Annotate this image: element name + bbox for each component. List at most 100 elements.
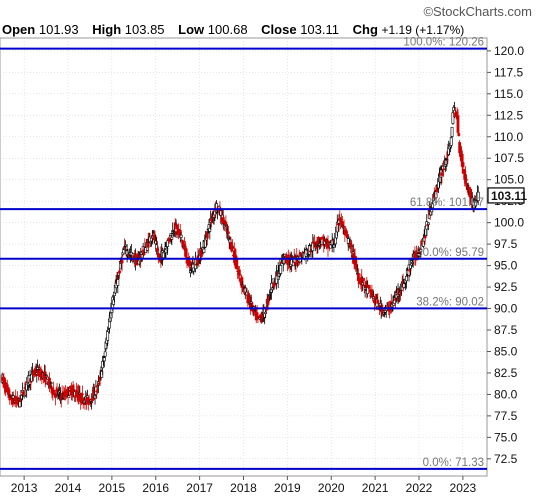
candle-body bbox=[431, 203, 435, 209]
y-tick-label: 117.5 bbox=[494, 65, 523, 79]
candle-body bbox=[11, 395, 15, 399]
candle-body bbox=[102, 357, 106, 362]
fib-label: 38.2%: 90.02 bbox=[416, 296, 484, 308]
candle-body bbox=[450, 127, 454, 137]
stockcharts-watermark: ©StockCharts.com bbox=[423, 4, 532, 19]
candle-body bbox=[226, 231, 230, 234]
y-tick-label: 112.5 bbox=[494, 108, 523, 122]
candle-body bbox=[350, 244, 354, 247]
candle-body bbox=[48, 377, 51, 386]
x-tick-label: 2015 bbox=[99, 481, 126, 495]
candle-body bbox=[55, 388, 59, 392]
candle-body bbox=[124, 244, 127, 247]
candle-body bbox=[202, 248, 206, 253]
candle-body bbox=[221, 217, 225, 224]
candle-body bbox=[419, 249, 423, 252]
candle-body bbox=[205, 231, 209, 239]
chg-value: +1.19 (+1.17%) bbox=[381, 23, 465, 37]
y-tick-label: 82.5 bbox=[494, 366, 518, 380]
close-label: Close bbox=[261, 22, 297, 37]
fib-label: 50.0%: 95.79 bbox=[416, 247, 484, 259]
y-tick-label: 80.0 bbox=[494, 387, 518, 401]
x-tick-label: 2023 bbox=[450, 481, 477, 495]
candle-body bbox=[308, 250, 312, 253]
candle-body bbox=[405, 275, 408, 282]
candle-body bbox=[342, 226, 346, 228]
x-tick-label: 2020 bbox=[318, 481, 345, 495]
candle-body bbox=[427, 222, 430, 225]
candle-body bbox=[44, 374, 48, 376]
candle-body bbox=[249, 301, 253, 304]
ohlc-header: Open 101.93 High 103.85 Low 100.68 Close… bbox=[2, 22, 464, 37]
candle-body bbox=[451, 112, 455, 124]
candle-body bbox=[80, 393, 83, 404]
candle-body bbox=[184, 248, 188, 258]
candle-body bbox=[402, 283, 406, 288]
low-label: Low bbox=[178, 22, 205, 37]
candle-body bbox=[106, 331, 110, 341]
x-tick-label: 2021 bbox=[362, 481, 389, 495]
high-label: High bbox=[92, 22, 122, 37]
candle-body bbox=[346, 238, 350, 244]
chg-label: Chg bbox=[352, 22, 378, 37]
candle-body bbox=[166, 240, 170, 247]
y-tick-label: 95.0 bbox=[494, 259, 518, 273]
candle-body bbox=[116, 279, 120, 286]
candle-body bbox=[6, 387, 10, 390]
y-tick-label: 115.0 bbox=[494, 87, 523, 101]
last-price-box bbox=[487, 187, 525, 204]
candle-body bbox=[10, 394, 14, 405]
candle-body bbox=[80, 393, 84, 396]
open-label: Open bbox=[2, 22, 36, 37]
y-tick-label: 75.0 bbox=[494, 430, 518, 444]
candle-body bbox=[362, 277, 365, 282]
candle-body bbox=[43, 371, 47, 383]
candle-body bbox=[37, 369, 40, 377]
candle-body bbox=[449, 137, 453, 146]
fib-label: 0.0%: 71.33 bbox=[423, 457, 484, 469]
y-tick-label: 110.0 bbox=[494, 130, 523, 144]
candle-body bbox=[162, 252, 165, 258]
candle-body bbox=[103, 351, 107, 357]
candle-body bbox=[120, 259, 124, 264]
candle-body bbox=[188, 260, 191, 267]
candle-body bbox=[440, 172, 444, 176]
x-tick-label: 2014 bbox=[55, 481, 82, 495]
y-tick-label: 97.5 bbox=[494, 237, 518, 251]
candle-body bbox=[181, 240, 185, 246]
y-tick-label: 87.5 bbox=[494, 323, 518, 337]
y-tick-label: 90.0 bbox=[494, 302, 518, 316]
last-price-label: 103.11 bbox=[491, 189, 527, 203]
candle-body bbox=[22, 395, 26, 397]
x-tick-label: 2013 bbox=[11, 481, 38, 495]
candle-body bbox=[118, 270, 121, 274]
candle-body bbox=[456, 115, 460, 133]
candle-body bbox=[442, 168, 446, 170]
y-tick-label: 105.0 bbox=[494, 173, 524, 187]
y-tick-label: 77.5 bbox=[494, 409, 518, 423]
open-value: 101.93 bbox=[38, 22, 79, 37]
candle-body bbox=[384, 308, 388, 311]
candle-body bbox=[122, 249, 126, 254]
candle-body bbox=[61, 398, 65, 400]
y-tick-label: 85.0 bbox=[494, 344, 518, 358]
candle-body bbox=[370, 289, 374, 297]
y-tick-label: 120.0 bbox=[494, 44, 524, 58]
candle-body bbox=[305, 248, 309, 251]
candle-body bbox=[332, 244, 336, 248]
close-value: 103.11 bbox=[300, 22, 339, 37]
candle-body bbox=[457, 133, 461, 136]
candle-body bbox=[179, 234, 183, 238]
y-tick-label: 92.5 bbox=[494, 280, 518, 294]
y-tick-label: 72.5 bbox=[494, 452, 518, 466]
candle-body bbox=[208, 228, 212, 232]
x-tick-label: 2016 bbox=[142, 481, 169, 495]
x-tick-label: 2019 bbox=[274, 481, 301, 495]
candle-body bbox=[67, 395, 71, 398]
candle-body bbox=[49, 382, 53, 384]
x-tick-label: 2018 bbox=[230, 481, 257, 495]
x-tick-label: 2022 bbox=[406, 481, 433, 495]
candle-body bbox=[476, 191, 480, 201]
candle-body bbox=[376, 300, 380, 304]
candle-body bbox=[231, 246, 235, 249]
